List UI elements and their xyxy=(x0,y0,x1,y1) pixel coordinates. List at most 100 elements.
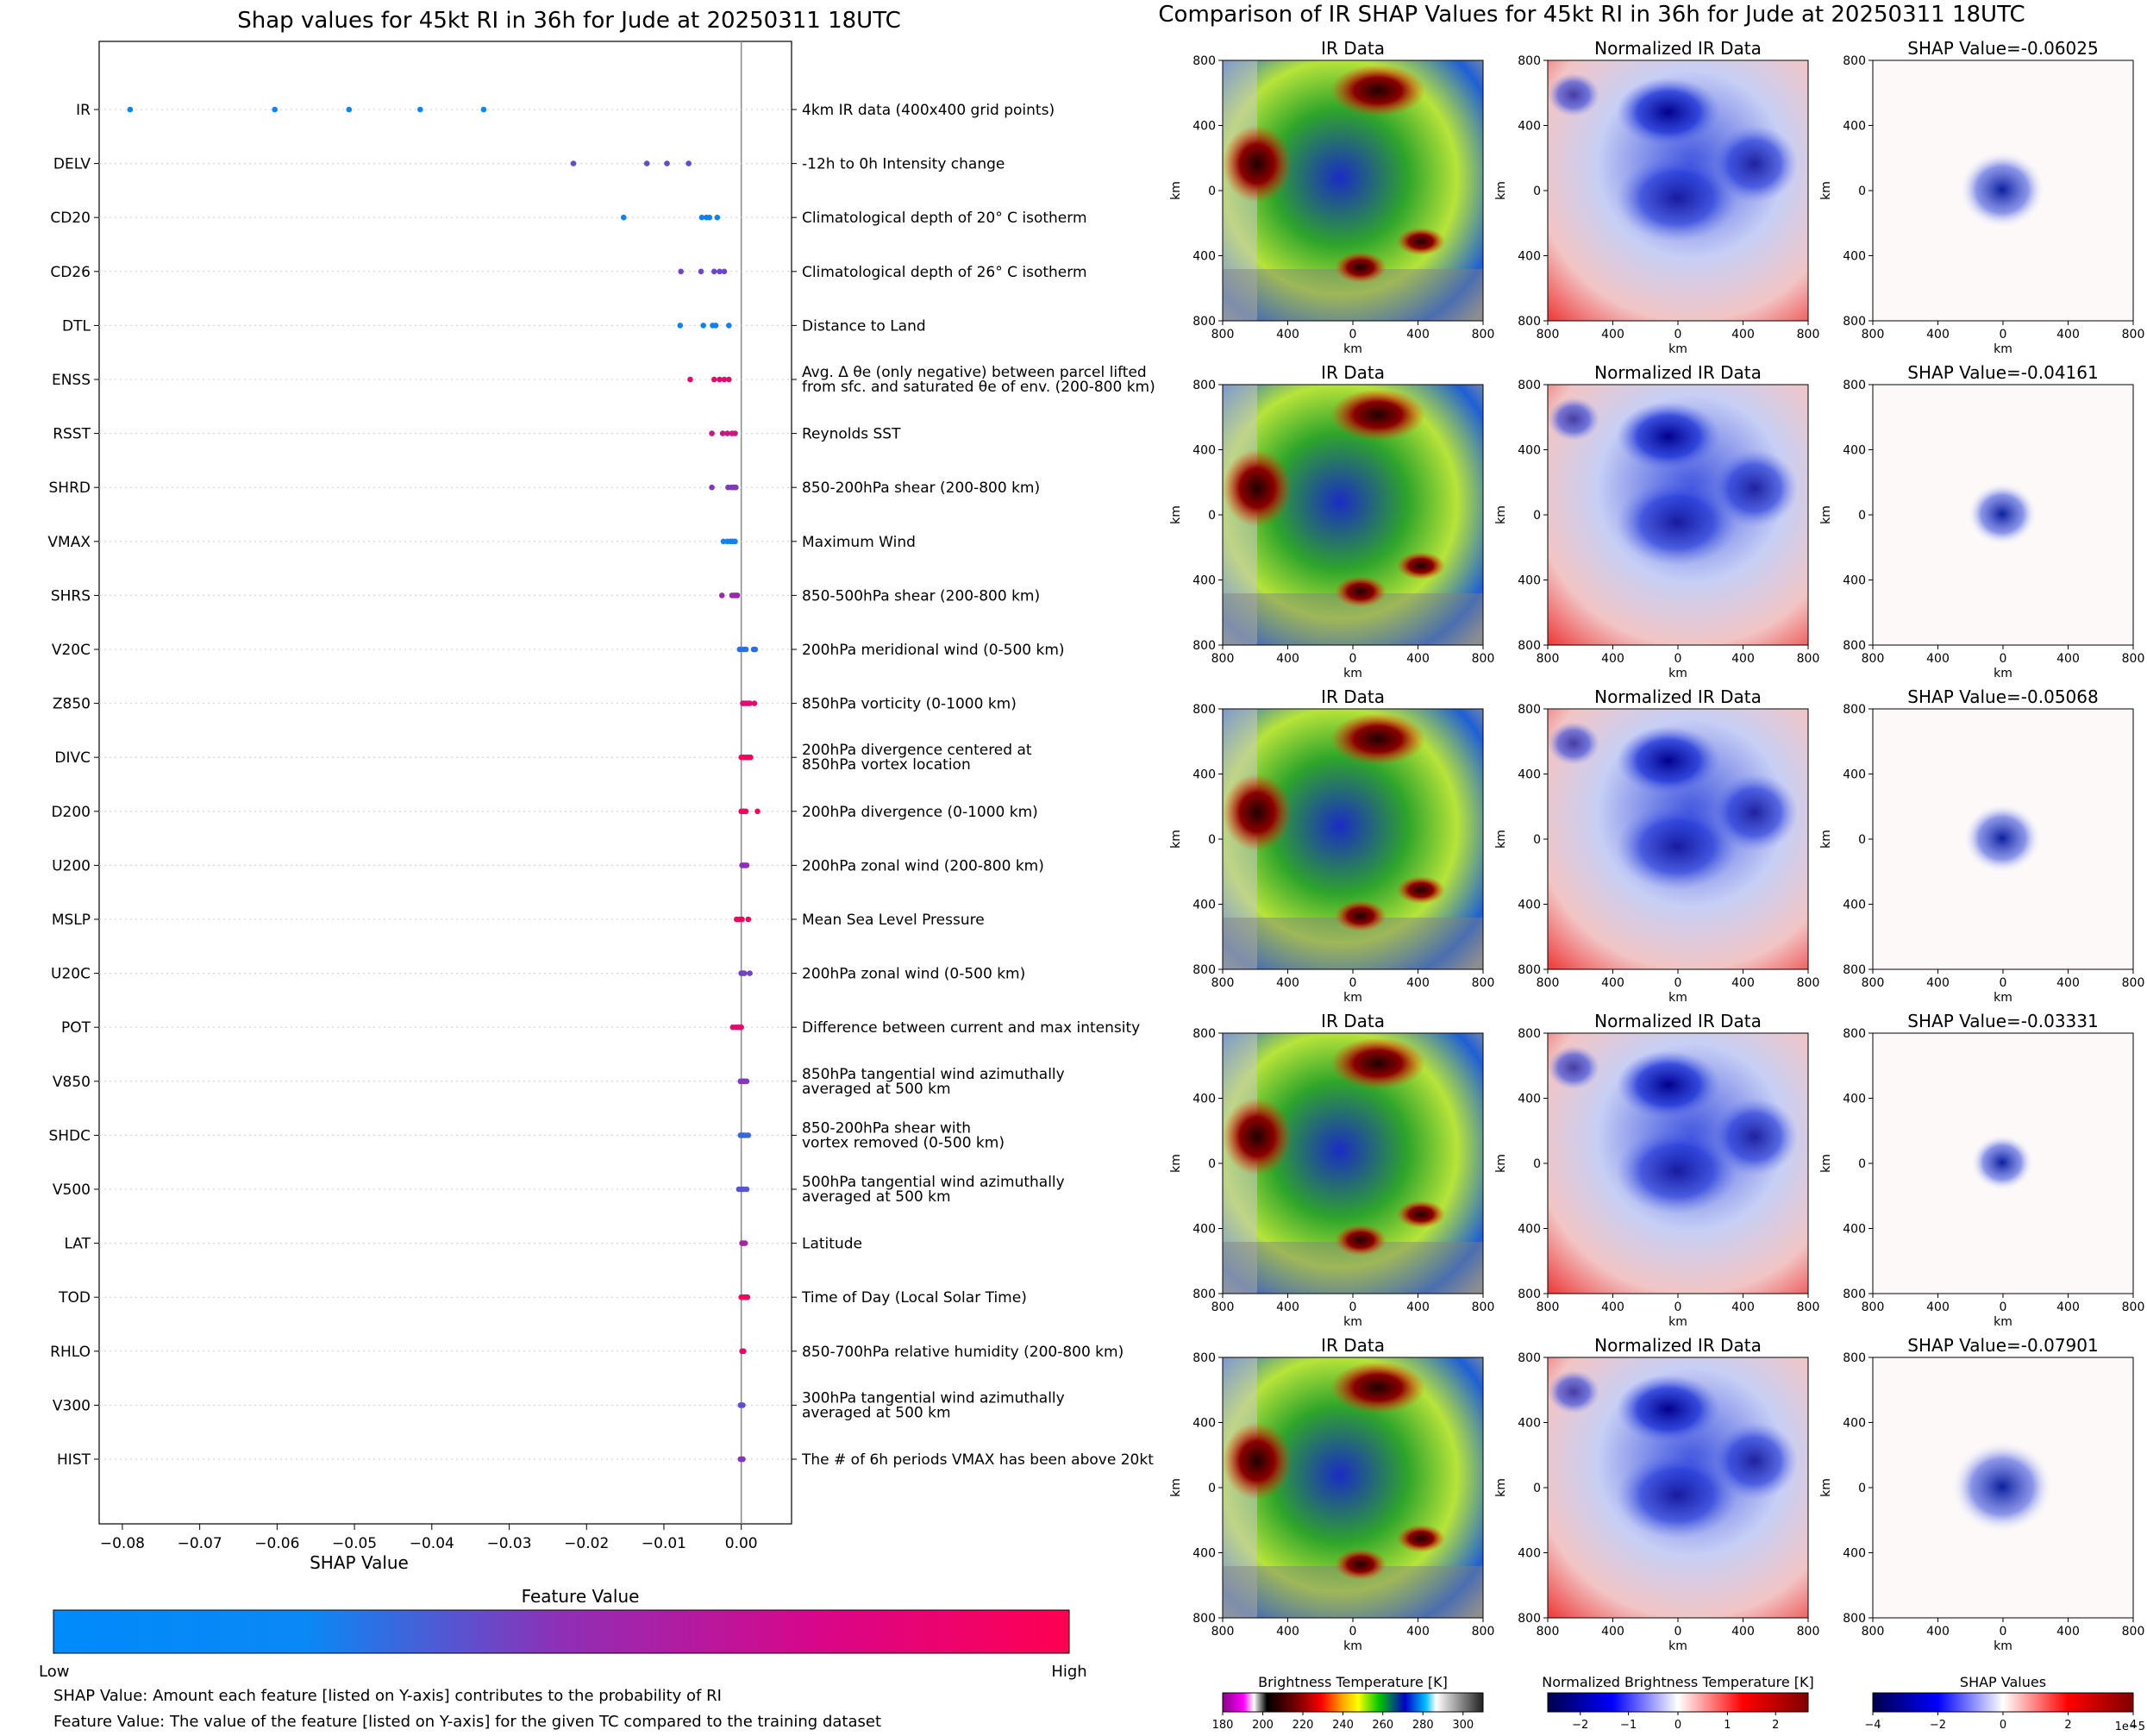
normalized-cold-region xyxy=(1548,722,1599,765)
ir-cold-top xyxy=(1330,65,1425,116)
panel-x-tick-label: 400 xyxy=(1926,1625,1950,1639)
shap-point xyxy=(743,1078,750,1085)
shap-point xyxy=(744,1294,751,1300)
panel-x-tick-label: 800 xyxy=(1472,652,1495,666)
panel-x-tick-label: 800 xyxy=(1797,1625,1820,1639)
panel-x-axis-label: km xyxy=(1668,342,1687,356)
ir-cold-top xyxy=(1223,125,1292,203)
feature-label-shdc: SHDC xyxy=(48,1127,91,1144)
panel-colorbar-tick-label: 240 xyxy=(1332,1719,1354,1732)
panel-colorbar-label: SHAP Values xyxy=(1960,1674,2046,1690)
feature-description: Difference between current and max inten… xyxy=(802,1019,1140,1037)
panel-x-tick-label: 800 xyxy=(2122,1625,2145,1639)
panel-x-tick-label: 800 xyxy=(1211,1625,1235,1639)
shap-map-panel: SHAP Value=-0.04161800800400400004004008… xyxy=(1819,362,2144,680)
shap-point xyxy=(710,376,717,383)
panel-x-tick-label: 800 xyxy=(1211,1300,1235,1314)
panel-y-tick-label: 800 xyxy=(1192,963,1216,977)
normalized-cold-region xyxy=(1712,449,1798,527)
shap-map-panel: SHAP Value=-0.03331800800400400004004008… xyxy=(1819,1011,2144,1329)
feature-description: 850-200hPa shear with xyxy=(802,1119,971,1137)
ir-cold-top xyxy=(1335,900,1386,931)
shap-point xyxy=(127,106,134,113)
feature-description: Climatological depth of 20° C isotherm xyxy=(802,210,1087,227)
shap-map-panel: SHAP Value=-0.05068800800400400004004008… xyxy=(1819,686,2144,1005)
panel-x-tick-label: 400 xyxy=(1731,652,1755,666)
shap-point xyxy=(480,106,487,113)
shap-point xyxy=(726,323,732,329)
panel-colorbar-tick-label: 1 xyxy=(1724,1719,1731,1732)
feature-label-pot: POT xyxy=(61,1019,91,1037)
panel-y-tick-label: 800 xyxy=(1192,703,1216,717)
panel-y-axis-label: km xyxy=(1819,181,1833,200)
panel-x-axis-label: km xyxy=(1343,1639,1362,1653)
shap-point xyxy=(745,1132,752,1138)
panel-x-tick-label: 400 xyxy=(1276,1625,1299,1639)
normalized-cold-region xyxy=(1617,1452,1737,1539)
feature-label-dtl: DTL xyxy=(62,317,91,335)
shap-point xyxy=(721,268,728,275)
panel-colorbar-bar xyxy=(1872,1692,2134,1713)
panel-title: SHAP Value=-0.05068 xyxy=(1907,686,2098,707)
panel-x-tick-label: 400 xyxy=(1731,976,1755,990)
normalized-ir-panel: Normalized IR Data8008004004000040040080… xyxy=(1494,362,1819,680)
panel-x-tick-label: 0 xyxy=(1674,1300,1682,1314)
colorbar-low-label: Low xyxy=(39,1663,69,1681)
feature-description: Reynolds SST xyxy=(802,426,901,443)
feature-description: Latitude xyxy=(802,1236,862,1253)
ir-cold-top xyxy=(1330,389,1425,441)
panel-x-tick-label: 0 xyxy=(1674,976,1682,990)
shap-point xyxy=(272,106,278,113)
feature-label-enss: ENSS xyxy=(52,372,91,389)
panel-x-tick-label: 800 xyxy=(1537,1625,1560,1639)
feature-description: 200hPa meridional wind (0-500 km) xyxy=(802,642,1065,659)
feature-label-d200: D200 xyxy=(51,804,91,821)
panel-y-tick-label: 800 xyxy=(1518,54,1541,68)
panel-x-tick-label: 800 xyxy=(2122,328,2145,342)
feature-label-vmax: VMAX xyxy=(47,534,91,551)
panel-x-tick-label: 400 xyxy=(1276,328,1299,342)
panel-x-tick-label: 800 xyxy=(1862,976,1885,990)
normalized-cold-region xyxy=(1617,726,1720,795)
normalized-cold-region xyxy=(1617,402,1720,471)
panel-x-axis-label: km xyxy=(1994,1639,2012,1653)
panel-title: SHAP Value=-0.04161 xyxy=(1907,362,2098,383)
panel-x-tick-label: 0 xyxy=(2000,328,2007,342)
panel-title: IR Data xyxy=(1321,1335,1385,1356)
x-tick-label: −0.03 xyxy=(486,1535,531,1552)
panel-y-tick-label: 0 xyxy=(1858,185,1866,198)
panel-x-tick-label: 0 xyxy=(1674,328,1682,342)
panel-colorbar-tick-label: −1 xyxy=(1620,1719,1637,1732)
panel-colorbar-tick-label: 300 xyxy=(1452,1719,1474,1732)
panel-colorbar-tick-label: 220 xyxy=(1293,1719,1314,1732)
panel-y-tick-label: 400 xyxy=(1843,1547,1866,1561)
feature-label-v850: V850 xyxy=(53,1074,91,1091)
normalized-cold-region xyxy=(1548,398,1599,441)
feature-description: 850hPa vorticity (0-1000 km) xyxy=(802,696,1017,713)
panel-x-tick-label: 400 xyxy=(1406,976,1430,990)
panel-y-tick-label: 400 xyxy=(1518,120,1541,134)
shap-map-panel: SHAP Value=-0.06025800800400400004004008… xyxy=(1819,38,2144,356)
panel-y-tick-label: 400 xyxy=(1843,1417,1866,1431)
shap-point xyxy=(685,160,692,166)
panel-x-tick-label: 400 xyxy=(1601,1625,1624,1639)
panel-title: IR Data xyxy=(1321,1011,1385,1031)
panel-y-tick-label: 0 xyxy=(1208,509,1216,523)
panel-y-tick-label: 800 xyxy=(1192,1288,1216,1301)
panel-x-axis-label: km xyxy=(1994,667,2012,680)
panel-y-tick-label: 800 xyxy=(1843,1027,1866,1041)
left-chart-title: Shap values for 45kt RI in 36h for Jude … xyxy=(237,8,900,34)
ir-cold-top xyxy=(1335,1225,1386,1256)
feature-label-z850: Z850 xyxy=(53,696,91,713)
x-tick-label: −0.02 xyxy=(564,1535,609,1552)
feature-label-rhlo: RHLO xyxy=(50,1344,91,1361)
panel-colorbar-bar xyxy=(1547,1692,1809,1713)
normalized-ir-panel: Normalized IR Data8008004004000040040080… xyxy=(1494,38,1819,356)
feature-description: vortex removed (0-500 km) xyxy=(802,1134,1005,1151)
shap-point xyxy=(621,214,627,221)
panel-y-axis-label: km xyxy=(1494,181,1508,200)
panel-y-tick-label: 400 xyxy=(1518,574,1541,588)
panel-y-axis-label: km xyxy=(1169,505,1183,524)
panel-x-tick-label: 800 xyxy=(1797,652,1820,666)
